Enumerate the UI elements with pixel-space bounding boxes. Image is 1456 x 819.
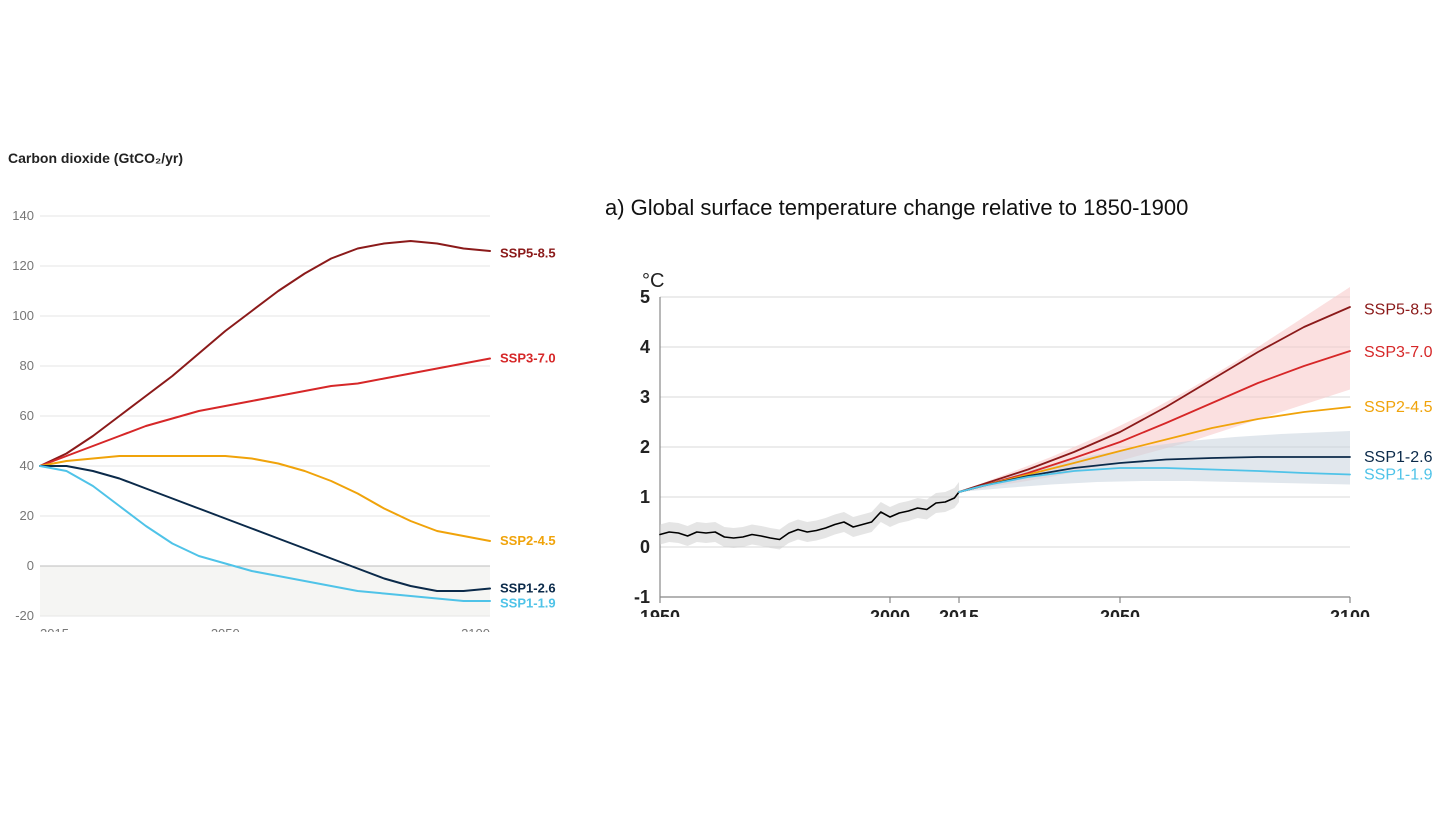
series-label-SSP1-2.6: SSP1-2.6 <box>500 581 556 596</box>
svg-text:20: 20 <box>20 508 34 523</box>
svg-text:2050: 2050 <box>211 626 240 632</box>
svg-text:140: 140 <box>12 208 34 223</box>
svg-text:0: 0 <box>640 537 650 557</box>
co2-emissions-chart: Carbon dioxide (GtCO₂/yr) -20 0 20 40 60 80 10… <box>8 150 588 632</box>
svg-text:5: 5 <box>640 287 650 307</box>
series-label-SSP1-2.6: SSP1-2.6 <box>1364 449 1433 466</box>
co2-chart-title: Carbon dioxide (GtCO₂/yr) <box>8 150 588 166</box>
series-line-SSP5-8.5 <box>40 241 490 466</box>
svg-text:4: 4 <box>640 337 650 357</box>
svg-text:2050: 2050 <box>1100 607 1140 617</box>
svg-text:100: 100 <box>12 308 34 323</box>
historical-band <box>660 482 959 550</box>
svg-text:-1: -1 <box>634 587 650 607</box>
co2-chart-svg: -20 0 20 40 60 80 100 120 140 2015 2050 2100 SSP5-8.… <box>8 174 588 632</box>
svg-text:40: 40 <box>20 458 34 473</box>
series-label-SSP1-1.9: SSP1-1.9 <box>500 596 556 611</box>
svg-text:120: 120 <box>12 258 34 273</box>
temperature-chart-title: a) Global surface temperature change rel… <box>605 195 1455 221</box>
series-label-SSP5-8.5: SSP5-8.5 <box>500 246 556 261</box>
series-label-SSP2-4.5: SSP2-4.5 <box>1364 399 1433 416</box>
series-label-SSP5-8.5: SSP5-8.5 <box>1364 302 1433 319</box>
series-line-SSP2-4.5 <box>40 456 490 541</box>
temperature-chart: a) Global surface temperature change rel… <box>605 195 1455 617</box>
svg-text:1950: 1950 <box>640 607 680 617</box>
svg-text:2000: 2000 <box>870 607 910 617</box>
series-line-SSP3-7.0 <box>40 359 490 467</box>
svg-text:-20: -20 <box>15 608 34 623</box>
svg-text:0: 0 <box>27 558 34 573</box>
series-label-SSP3-7.0: SSP3-7.0 <box>1364 344 1433 361</box>
svg-text:2100: 2100 <box>1330 607 1370 617</box>
temperature-chart-svg: °C-101234519502000201520502100SSP5-8.5SS… <box>605 227 1455 617</box>
series-label-SSP2-4.5: SSP2-4.5 <box>500 533 556 548</box>
svg-text:3: 3 <box>640 387 650 407</box>
svg-text:2015: 2015 <box>939 607 979 617</box>
series-label-SSP1-1.9: SSP1-1.9 <box>1364 467 1433 484</box>
svg-text:2015: 2015 <box>40 626 69 632</box>
svg-text:2: 2 <box>640 437 650 457</box>
svg-text:80: 80 <box>20 358 34 373</box>
series-label-SSP3-7.0: SSP3-7.0 <box>500 351 556 366</box>
svg-text:60: 60 <box>20 408 34 423</box>
svg-text:1: 1 <box>640 487 650 507</box>
svg-text:2100: 2100 <box>461 626 490 632</box>
